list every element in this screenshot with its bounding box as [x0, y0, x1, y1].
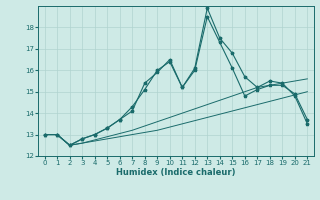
- X-axis label: Humidex (Indice chaleur): Humidex (Indice chaleur): [116, 168, 236, 177]
